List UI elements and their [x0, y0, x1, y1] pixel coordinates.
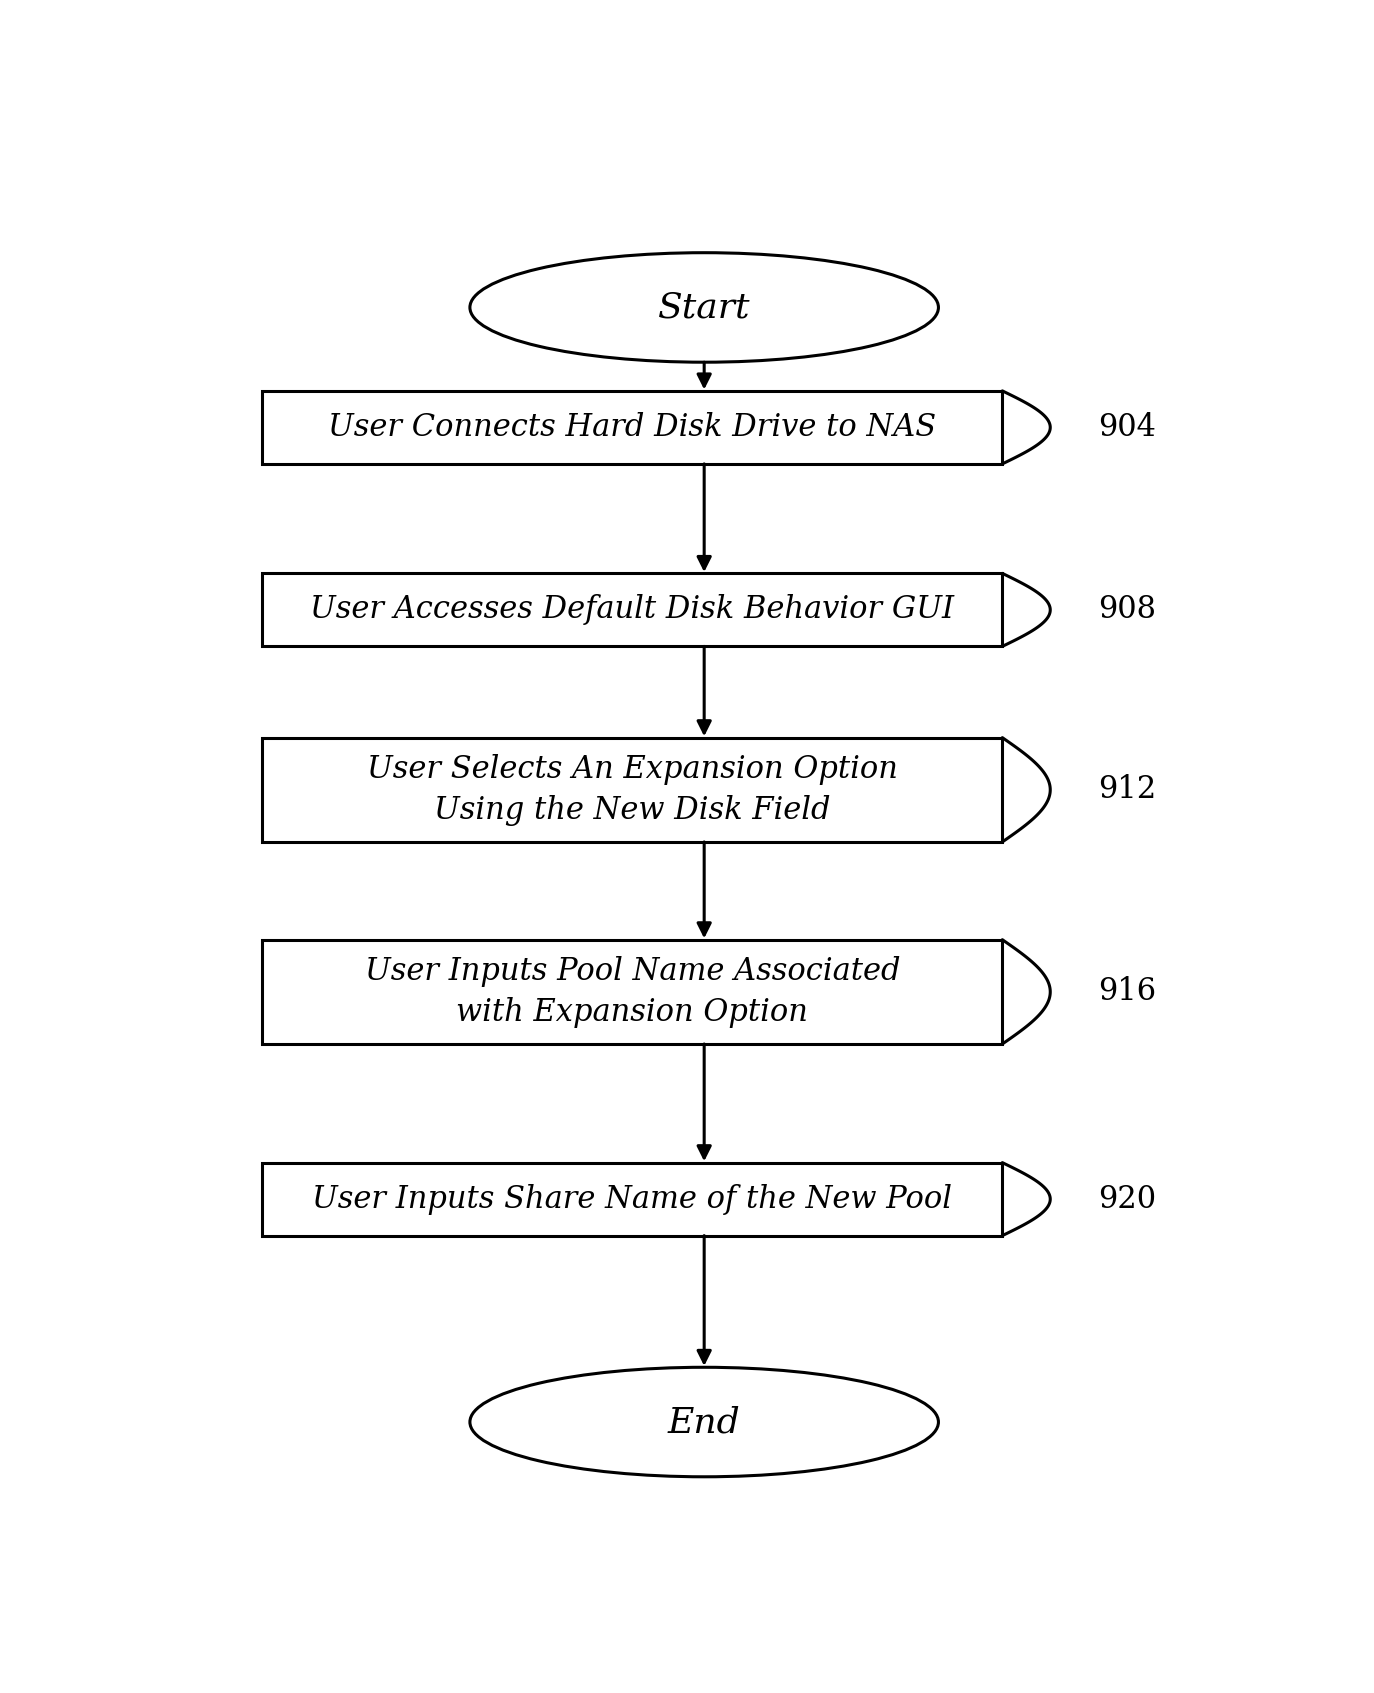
Bar: [262, 574, 1003, 647]
Text: 904: 904: [1098, 411, 1156, 444]
Text: 912: 912: [1098, 774, 1157, 806]
Text: End: End: [668, 1405, 741, 1439]
Bar: [262, 738, 1003, 841]
Text: User Connects Hard Disk Drive to NAS: User Connects Hard Disk Drive to NAS: [328, 411, 936, 444]
Text: 920: 920: [1098, 1183, 1157, 1214]
Text: 908: 908: [1098, 594, 1156, 625]
Text: 916: 916: [1098, 977, 1157, 1007]
Bar: [262, 391, 1003, 464]
Text: User Selects An Expansion Option
Using the New Disk Field: User Selects An Expansion Option Using t…: [367, 753, 897, 826]
Text: User Inputs Share Name of the New Pool: User Inputs Share Name of the New Pool: [312, 1183, 952, 1214]
Bar: [262, 940, 1003, 1045]
Text: User Accesses Default Disk Behavior GUI: User Accesses Default Disk Behavior GUI: [311, 594, 955, 625]
Text: User Inputs Pool Name Associated
with Expansion Option: User Inputs Pool Name Associated with Ex…: [364, 957, 900, 1028]
Text: Start: Start: [658, 291, 750, 325]
Bar: [262, 1163, 1003, 1236]
